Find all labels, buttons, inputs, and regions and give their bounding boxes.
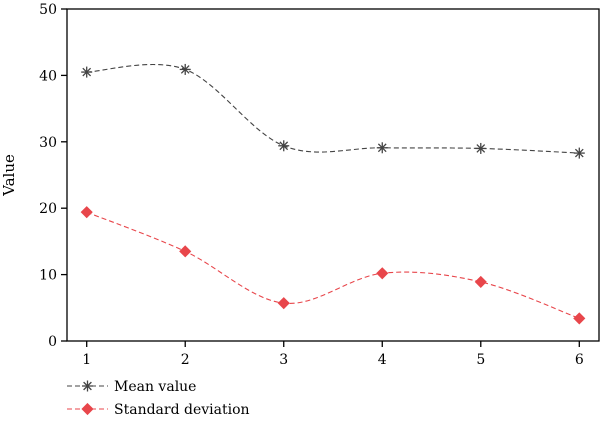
axes: 0 10 20 30 40 50 1 2 3 4 5 6 Value [0, 2, 600, 368]
series-0 [81, 63, 585, 159]
legend-label: Standard deviation [114, 402, 250, 418]
data-point [573, 312, 586, 325]
data-point [80, 206, 93, 219]
y-tick-label: 0 [48, 334, 57, 350]
data-point [475, 142, 487, 154]
series-line [86, 211, 580, 319]
data-point [376, 267, 389, 280]
x-tick-label: 6 [575, 352, 584, 368]
y-tick-label: 20 [39, 201, 57, 217]
x-tick-label: 5 [476, 352, 485, 368]
y-tick-label: 50 [39, 2, 57, 18]
plot-frame [66, 8, 600, 342]
data-point [179, 245, 192, 258]
data-point [376, 142, 388, 154]
data-point [474, 275, 487, 288]
y-tick-label: 30 [39, 135, 57, 151]
legend-item: Standard deviation [67, 402, 250, 418]
y-tick-label: 10 [39, 268, 57, 284]
data-point [573, 147, 585, 159]
data-point [179, 63, 191, 75]
legend-label: Mean value [114, 379, 196, 395]
x-tick-label: 3 [279, 352, 288, 368]
data-point [277, 297, 290, 310]
series-layer [80, 63, 586, 325]
data-point [81, 66, 93, 78]
x-tick-label: 4 [378, 352, 387, 368]
x-tick-label: 1 [82, 352, 91, 368]
legend: Mean value Standard deviation [67, 379, 250, 418]
y-tick-label: 40 [39, 68, 57, 84]
legend-item: Mean value [67, 379, 196, 395]
legend-marker [82, 380, 93, 392]
y-axis-label: Value [0, 154, 18, 197]
series-line [86, 63, 580, 154]
data-point [278, 140, 290, 152]
x-tick-label: 2 [181, 352, 190, 368]
legend-marker [81, 402, 94, 416]
series-1 [80, 206, 586, 325]
